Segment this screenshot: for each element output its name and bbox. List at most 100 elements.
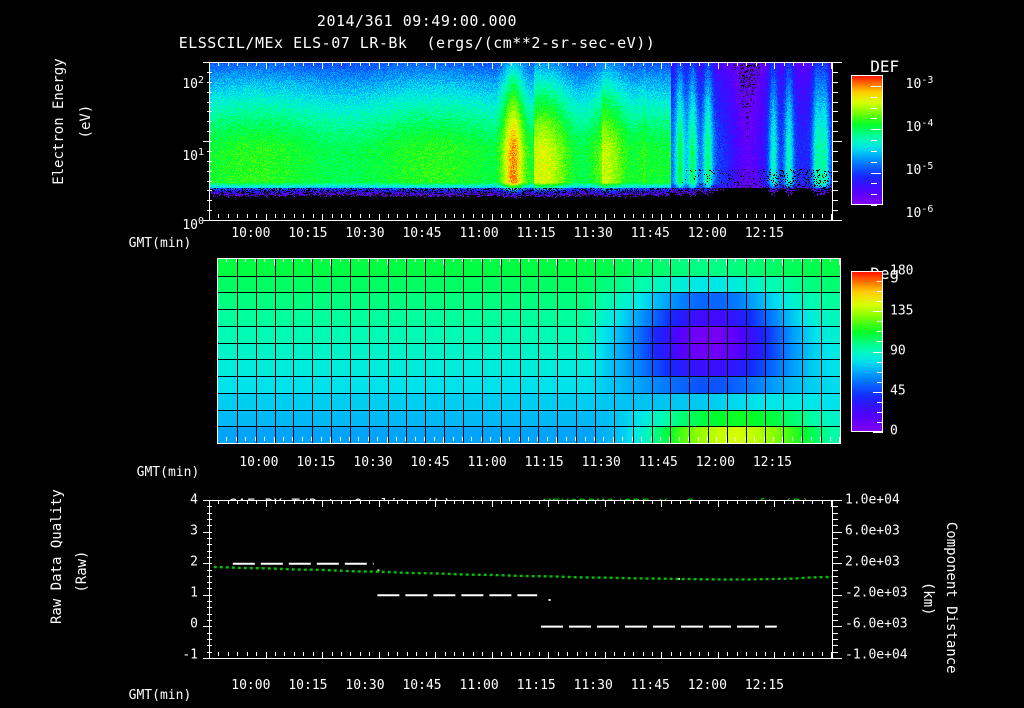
axis-tick	[414, 437, 416, 441]
data-quality-plot-frame	[209, 500, 833, 659]
axis-tick	[274, 62, 276, 66]
axis-tick	[820, 258, 822, 262]
axis-tick	[388, 652, 390, 656]
axis-tick	[821, 62, 823, 66]
axis-tick	[274, 500, 276, 504]
axis-tick	[707, 258, 709, 262]
axis-tick	[567, 500, 569, 504]
axis-tick	[585, 500, 587, 504]
time-axis-label: 10:30	[345, 678, 385, 693]
axis-tick	[661, 62, 663, 69]
axis-tick	[755, 652, 757, 656]
axis-tick	[585, 62, 587, 66]
axis-tick	[833, 531, 842, 533]
colorbar-tick	[877, 381, 883, 383]
axis-tick	[833, 563, 842, 565]
axis-tick	[623, 214, 625, 218]
axis-tick	[490, 437, 492, 441]
time-axis-label: 11:45	[630, 226, 670, 241]
axis-tick	[576, 214, 578, 218]
axis-tick	[678, 437, 680, 441]
axis-tick	[725, 258, 727, 265]
axis-tick	[207, 569, 212, 571]
time-axis-label: 11:45	[630, 678, 670, 693]
colorbar-tick	[873, 311, 883, 313]
axis-tick	[650, 437, 652, 441]
axis-tick	[744, 437, 746, 441]
axis-tick	[284, 500, 286, 504]
axis-tick	[603, 437, 605, 441]
axis-tick	[388, 500, 390, 504]
axis-tick	[708, 214, 710, 218]
axis-tick	[207, 544, 212, 546]
axis-tick	[831, 652, 832, 659]
axis-tick	[207, 607, 212, 609]
axis-tick	[774, 214, 776, 221]
bottom-ytick-right: 2.0e+03	[845, 554, 900, 570]
axis-tick	[642, 62, 644, 66]
axis-tick	[754, 437, 756, 441]
axis-tick	[670, 214, 672, 218]
data-quality-marker	[677, 577, 680, 580]
axis-tick	[499, 437, 501, 444]
axis-tick	[821, 214, 823, 218]
axis-tick	[264, 437, 266, 441]
axis-tick	[736, 500, 738, 504]
axis-tick	[538, 652, 540, 656]
axis-tick	[595, 652, 597, 656]
axis-tick	[614, 214, 616, 218]
axis-tick	[833, 544, 838, 546]
axis-tick	[773, 258, 775, 262]
axis-tick	[669, 437, 671, 444]
axis-tick	[245, 258, 247, 262]
axis-tick	[207, 190, 212, 192]
axis-tick	[833, 62, 842, 63]
axis-tick	[612, 258, 614, 265]
colorbar-tick	[871, 172, 881, 174]
axis-tick	[472, 62, 474, 66]
axis-tick	[810, 437, 812, 441]
axis-tick	[680, 652, 682, 656]
axis-tick	[746, 62, 748, 66]
axis-tick	[565, 258, 567, 262]
axis-tick	[207, 525, 212, 527]
axis-tick	[209, 652, 210, 659]
axis-tick	[735, 437, 737, 441]
axis-tick	[529, 214, 531, 218]
bottom-panel-xlabel: GMT(min)	[128, 688, 192, 703]
axis-tick	[340, 214, 342, 218]
axis-tick	[284, 652, 286, 656]
axis-tick	[282, 437, 284, 441]
axis-tick	[405, 258, 407, 262]
axis-tick	[707, 437, 709, 441]
colorbar-tick	[871, 118, 877, 120]
axis-tick	[235, 258, 237, 262]
axis-tick	[265, 500, 267, 507]
axis-tick	[369, 214, 371, 218]
axis-tick	[631, 258, 633, 262]
axis-tick	[510, 652, 512, 656]
axis-tick	[207, 556, 212, 558]
axis-tick	[727, 62, 729, 66]
axis-tick	[207, 160, 212, 162]
axis-tick	[207, 200, 212, 202]
axis-tick	[471, 437, 473, 441]
colorbar-tick	[877, 331, 883, 333]
axis-tick	[614, 500, 616, 504]
axis-tick	[585, 214, 587, 218]
axis-tick	[548, 500, 550, 507]
axis-tick	[725, 437, 727, 444]
axis-tick	[810, 258, 812, 262]
axis-tick	[386, 437, 388, 444]
axis-tick	[396, 437, 398, 441]
axis-tick	[833, 101, 838, 103]
axis-tick	[501, 500, 503, 504]
axis-tick	[833, 550, 838, 552]
axis-tick	[689, 500, 691, 504]
axis-tick	[833, 160, 838, 162]
axis-tick	[604, 500, 606, 507]
axis-tick	[833, 500, 842, 501]
colorbar-tick	[877, 401, 883, 403]
axis-tick	[435, 652, 437, 659]
axis-tick	[359, 62, 361, 66]
